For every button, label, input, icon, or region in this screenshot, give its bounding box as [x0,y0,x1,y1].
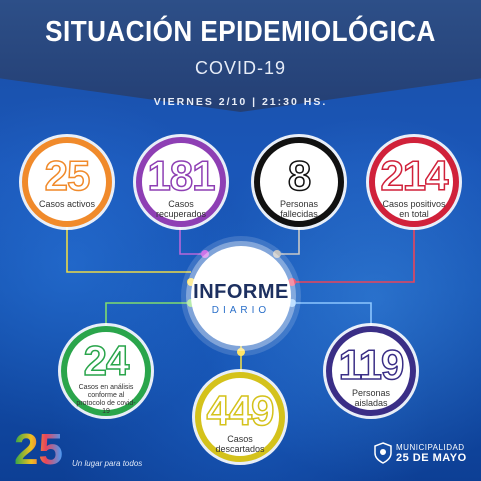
stat-label: Casos en análisis conforme al protocolo … [76,384,136,415]
connector-recovered [179,226,205,255]
logo-number: 25 [14,425,63,474]
stat-isolated-people: 119 Personas aisladas [326,326,416,416]
stat-positive-total: 214 Casos positivos en total [369,137,459,227]
municipality-logo: MUNICIPALIDAD 25 DE MAYO [396,443,467,464]
report-title: INFORME [193,281,289,303]
municipality-line1: MUNICIPALIDAD [396,443,465,452]
connector-active [66,226,191,273]
stat-value: 181 [147,152,217,199]
stat-value: 24 [83,337,130,384]
dot-grey [273,250,281,258]
page-subtitle: COVID-19 [194,58,287,78]
connector-positive [291,226,415,283]
connector-deceased [277,226,300,255]
stat-value: 214 [380,152,450,199]
stat-label: Personas fallecidas [279,199,319,219]
stat-recovered-cases: 181 Casos recuperados [136,137,226,227]
municipality-shield-icon [374,442,392,464]
stat-cases-in-analysis: 24 Casos en análisis conforme al protoco… [61,326,151,416]
report-subtitle: DIARIO [211,305,271,316]
stat-discarded-cases: 449 Casos descartados [195,372,285,462]
dot-red [288,278,296,286]
dot-bottom [237,348,245,356]
page-title: SITUACIÓN EPIDEMIOLÓGICA [45,16,436,48]
stat-label: Casos positivos en total [382,199,446,219]
report-date: VIERNES 2/10 | 21:30 HS. [153,96,328,108]
daily-report-badge: INFORME DIARIO [191,246,291,346]
stat-active-cases: 25 Casos activos [22,137,112,227]
municipality-line2: 25 DE MAYO [396,452,467,464]
stat-label: Personas aisladas [351,388,391,408]
city-logo: 25 [14,428,63,472]
stat-value: 449 [206,387,276,434]
stat-label: Casos recuperados [155,199,207,219]
dot-purple [201,250,209,258]
stat-label: Casos activos [38,199,96,209]
stat-value: 8 [287,152,312,199]
slogan: Un lugar para todos [72,459,143,468]
stat-value: 25 [44,152,91,199]
stat-deceased: 8 Personas fallecidas [254,137,344,227]
stat-label: Casos descartados [215,434,265,454]
stat-value: 119 [338,341,405,388]
